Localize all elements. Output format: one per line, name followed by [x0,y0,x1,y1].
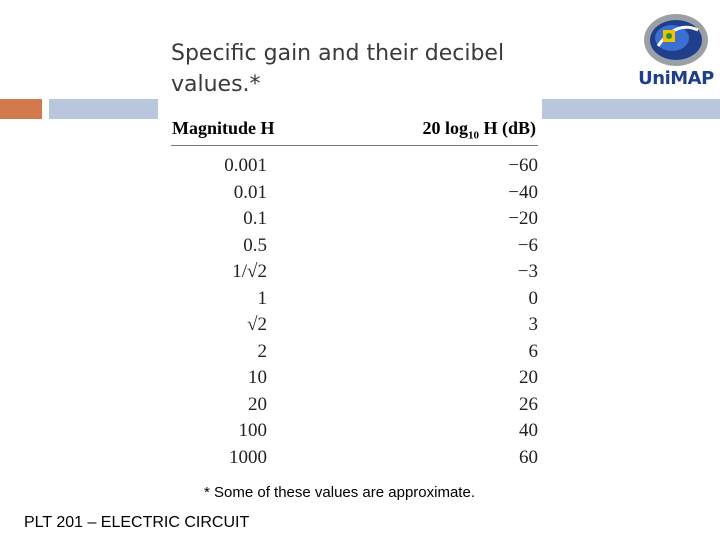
logo-emblem-icon [644,14,708,66]
magnitude-cell: 0.5 [243,234,267,256]
table-row: 1000 60 [171,445,538,472]
header-db-suffix: H (dB) [478,118,536,138]
db-cell: −3 [517,261,538,282]
magnitude-cell: 1 [257,287,268,309]
table-header: Magnitude H 20 log10 H (dB) [171,113,538,146]
magnitude-cell: 0.01 [233,181,267,203]
table-row: 10 20 [171,365,538,392]
magnitude-cell: 0.1 [243,208,267,229]
course-footer: PLT 201 – ELECTRIC CIRCUIT [24,514,250,531]
accent-bar-blue-left [49,99,158,119]
db-cell: 60 [519,446,538,468]
db-cell: 26 [519,393,538,415]
db-cell: 3 [528,314,539,335]
magnitude-cell: 2 [257,340,268,362]
db-cell: −40 [508,181,538,203]
table-row: 0.01 −40 [171,180,538,207]
unimap-logo: UniMAP [638,12,714,92]
db-cell: 20 [519,367,538,388]
table-row: 0.5 −6 [171,233,538,260]
gain-table: Magnitude H 20 log10 H (dB) 0.001 −60 0.0… [171,113,538,471]
table-row: 0.001 −60 [171,153,538,180]
table-row: 100 40 [171,418,539,445]
header-db: 20 log10 H (dB) [422,118,536,142]
table-row: √2 3 [171,312,538,339]
accent-bar-orange [0,99,42,119]
db-cell: −20 [508,208,538,229]
magnitude-cell: 1000 [229,446,267,468]
approximation-note: * Some of these values are approximate. [204,484,475,501]
slide-title: Specific gain and their decibel values.* [171,41,505,97]
table-row: 0.1 −20 [171,206,538,233]
accent-bar-blue-right [542,99,720,119]
db-cell: 0 [528,287,539,309]
magnitude-cell: 10 [248,367,267,388]
db-cell: 40 [519,420,538,441]
db-cell: −6 [517,234,538,256]
db-cell: −60 [508,155,538,176]
magnitude-cell: 100 [238,420,268,441]
magnitude-cell: √2 [247,314,267,335]
table-row: 1/√2 −3 [171,259,538,286]
header-db-prefix: 20 log [422,118,468,138]
logo-text: UniMAP [638,68,714,89]
db-cell: 6 [528,340,539,362]
header-magnitude: Magnitude H [172,118,275,138]
magnitude-cell: 1/√2 [232,261,267,282]
magnitude-cell: 20 [248,393,267,415]
header-db-sub: 10 [467,129,479,142]
table-row: 20 26 [171,392,538,419]
magnitude-cell: 0.001 [224,155,267,176]
